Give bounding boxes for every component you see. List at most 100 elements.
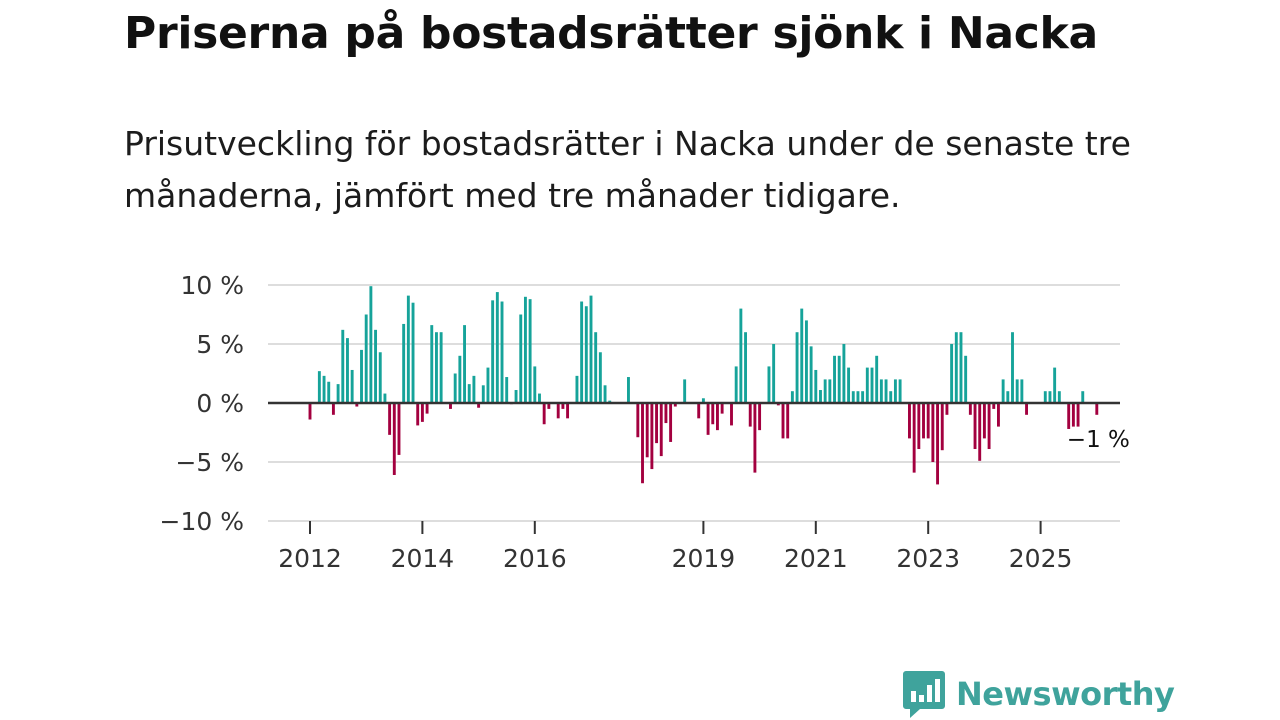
bar bbox=[1015, 379, 1019, 403]
bar bbox=[997, 403, 1000, 427]
x-tick-label: 2021 bbox=[784, 544, 848, 573]
bar bbox=[364, 314, 368, 403]
bar bbox=[767, 366, 771, 403]
bar bbox=[411, 302, 415, 403]
chart-title: Priserna på bostadsrätter sjönk i Nacka bbox=[124, 8, 1098, 59]
bar bbox=[716, 403, 719, 431]
x-tick-label: 2019 bbox=[672, 544, 736, 573]
bar bbox=[744, 332, 747, 403]
bar bbox=[397, 403, 401, 455]
y-tick-label: 5 % bbox=[196, 330, 244, 359]
bar bbox=[341, 329, 345, 403]
bar bbox=[514, 390, 518, 403]
bar bbox=[463, 325, 466, 403]
bar bbox=[500, 301, 504, 403]
bar bbox=[420, 403, 424, 422]
bar bbox=[701, 398, 705, 403]
bar bbox=[978, 403, 982, 461]
bar bbox=[435, 332, 438, 403]
y-tick-label: −5 % bbox=[175, 448, 244, 477]
bar bbox=[336, 384, 340, 403]
bar bbox=[528, 299, 532, 403]
bar bbox=[392, 403, 396, 475]
bar bbox=[889, 391, 893, 403]
bar bbox=[1043, 391, 1047, 403]
bar bbox=[561, 403, 565, 409]
bar bbox=[641, 403, 644, 484]
bar bbox=[936, 403, 940, 485]
bar bbox=[1081, 391, 1085, 403]
bar bbox=[697, 403, 701, 419]
bar bbox=[884, 379, 888, 403]
bar bbox=[486, 367, 490, 403]
bar bbox=[378, 352, 382, 403]
bar bbox=[1048, 391, 1052, 403]
bar bbox=[580, 301, 584, 403]
x-tick-label: 2014 bbox=[391, 544, 455, 573]
bar bbox=[964, 355, 968, 403]
bar bbox=[308, 403, 312, 420]
bar bbox=[786, 403, 790, 439]
chart-subtitle: Prisutveckling för bostadsrätter i Nacka… bbox=[124, 124, 1131, 215]
bar bbox=[982, 403, 986, 439]
newsworthy-logo: Newsworthy bbox=[902, 668, 1175, 720]
x-tick-label: 2016 bbox=[503, 544, 567, 573]
bar bbox=[790, 391, 794, 403]
bar bbox=[519, 314, 523, 403]
bar bbox=[317, 371, 321, 403]
bar bbox=[720, 403, 724, 414]
bar bbox=[453, 373, 457, 403]
bar bbox=[523, 296, 527, 403]
bar bbox=[556, 403, 560, 419]
y-tick-label: −10 % bbox=[160, 507, 244, 536]
bar bbox=[346, 338, 349, 403]
bar bbox=[1011, 332, 1014, 403]
bar bbox=[439, 332, 443, 403]
bar bbox=[664, 403, 668, 424]
bar bbox=[706, 403, 710, 435]
bar bbox=[992, 403, 996, 409]
bar bbox=[842, 344, 846, 403]
bar bbox=[598, 352, 602, 403]
bar bbox=[505, 377, 509, 403]
bar bbox=[851, 391, 855, 403]
bar bbox=[912, 403, 916, 473]
bar bbox=[673, 403, 677, 407]
y-tick-label: 10 % bbox=[180, 271, 244, 300]
bar bbox=[926, 403, 930, 439]
bar bbox=[650, 403, 654, 470]
bar bbox=[481, 385, 485, 403]
bar bbox=[1053, 367, 1057, 403]
newsworthy-wordmark: Newsworthy bbox=[956, 675, 1175, 713]
bar bbox=[1067, 403, 1071, 429]
bar bbox=[833, 355, 836, 403]
bar bbox=[748, 403, 752, 427]
bar bbox=[1001, 379, 1005, 403]
bar bbox=[940, 403, 944, 451]
bar bbox=[847, 367, 851, 403]
bar bbox=[477, 403, 481, 408]
bar bbox=[683, 379, 687, 403]
bar bbox=[383, 393, 387, 403]
bar bbox=[861, 391, 865, 403]
bar bbox=[875, 355, 879, 403]
bar bbox=[739, 308, 743, 403]
bar bbox=[1025, 403, 1028, 415]
bar bbox=[823, 379, 827, 403]
bar bbox=[870, 367, 874, 403]
bar bbox=[898, 379, 902, 403]
bar bbox=[795, 332, 799, 403]
bar bbox=[542, 403, 546, 425]
bar bbox=[959, 332, 963, 403]
bar bbox=[659, 403, 663, 457]
bar bbox=[374, 329, 378, 403]
bar bbox=[430, 325, 434, 403]
bar bbox=[931, 403, 935, 462]
bar bbox=[566, 403, 570, 419]
bar bbox=[350, 369, 354, 403]
bar bbox=[636, 403, 640, 438]
bar bbox=[458, 355, 462, 403]
bar bbox=[575, 375, 579, 403]
bar bbox=[879, 379, 883, 403]
bar bbox=[973, 403, 977, 450]
